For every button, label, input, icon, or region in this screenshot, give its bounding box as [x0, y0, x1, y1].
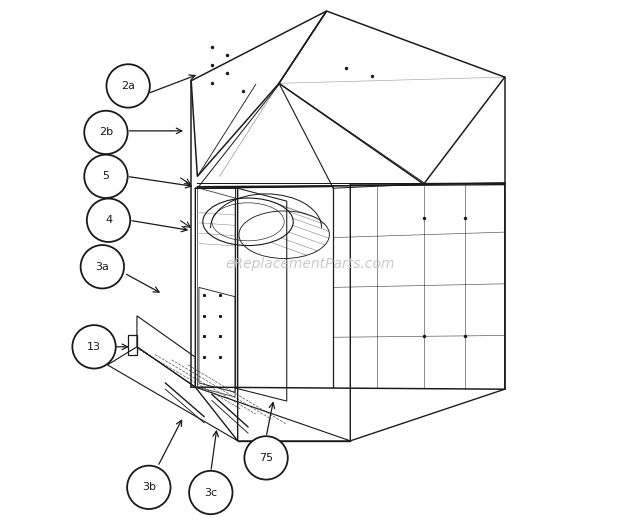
Text: 3b: 3b	[142, 482, 156, 492]
Circle shape	[73, 325, 116, 368]
Text: 4: 4	[105, 215, 112, 225]
Circle shape	[244, 436, 288, 480]
Circle shape	[84, 155, 128, 198]
Circle shape	[84, 111, 128, 154]
Circle shape	[189, 471, 232, 514]
Text: 13: 13	[87, 342, 101, 352]
Circle shape	[81, 245, 124, 289]
Text: 3a: 3a	[95, 262, 109, 272]
Text: 3c: 3c	[204, 487, 218, 497]
Text: 2b: 2b	[99, 127, 113, 137]
Circle shape	[87, 198, 130, 242]
Text: 75: 75	[259, 453, 273, 463]
Text: eReplacementParts.com: eReplacementParts.com	[225, 257, 395, 271]
Circle shape	[107, 64, 150, 108]
Circle shape	[127, 466, 170, 509]
Text: 2a: 2a	[121, 81, 135, 91]
Text: 5: 5	[102, 171, 110, 181]
